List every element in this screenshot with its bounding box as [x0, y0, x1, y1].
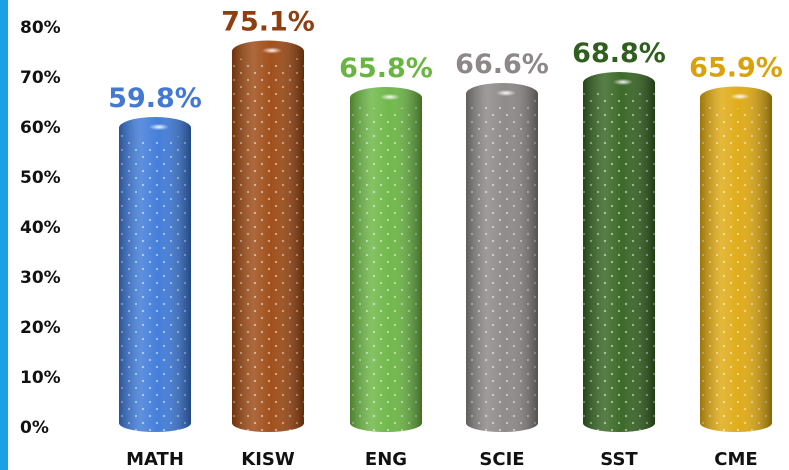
y-tick-label: 70% — [20, 68, 61, 88]
y-tick-label: 30% — [20, 268, 61, 288]
y-tick-label: 80% — [20, 18, 61, 38]
data-labels-group: 59.8% 75.1% 65.8% 66.6% 68.8% 65.9% — [108, 7, 783, 115]
data-label: 65.8% — [339, 53, 433, 84]
x-tick-label: SCIE — [479, 449, 524, 470]
bar-kisw — [232, 40, 304, 432]
bar-cme — [700, 86, 772, 432]
x-tick-label: CME — [714, 449, 757, 470]
y-tick-label: 50% — [20, 168, 61, 188]
data-label: 68.8% — [572, 38, 666, 69]
x-tick-label: ENG — [365, 449, 407, 470]
x-tick-label: MATH — [126, 449, 184, 470]
bar-scie — [466, 83, 538, 432]
y-tick-label: 0% — [20, 418, 49, 438]
data-label: 65.9% — [689, 53, 783, 84]
data-label: 66.6% — [455, 49, 549, 80]
x-tick-label: KISW — [241, 449, 295, 470]
left-accent-stripe — [0, 0, 8, 470]
y-tick-label: 20% — [20, 318, 61, 338]
bars-group — [119, 40, 772, 432]
x-axis: MATH KISW ENG SCIE SST CME — [126, 449, 758, 470]
x-tick-label: SST — [600, 449, 638, 470]
bar-eng — [350, 87, 422, 432]
y-tick-label: 40% — [20, 218, 61, 238]
bar-math — [119, 117, 191, 432]
data-label: 75.1% — [221, 7, 315, 38]
data-label: 59.8% — [108, 83, 202, 114]
y-tick-label: 60% — [20, 118, 61, 138]
y-tick-label: 10% — [20, 368, 61, 388]
bar-sst — [583, 72, 655, 432]
y-axis: 0% 10% 20% 30% 40% 50% 60% 70% 80% — [20, 18, 61, 438]
